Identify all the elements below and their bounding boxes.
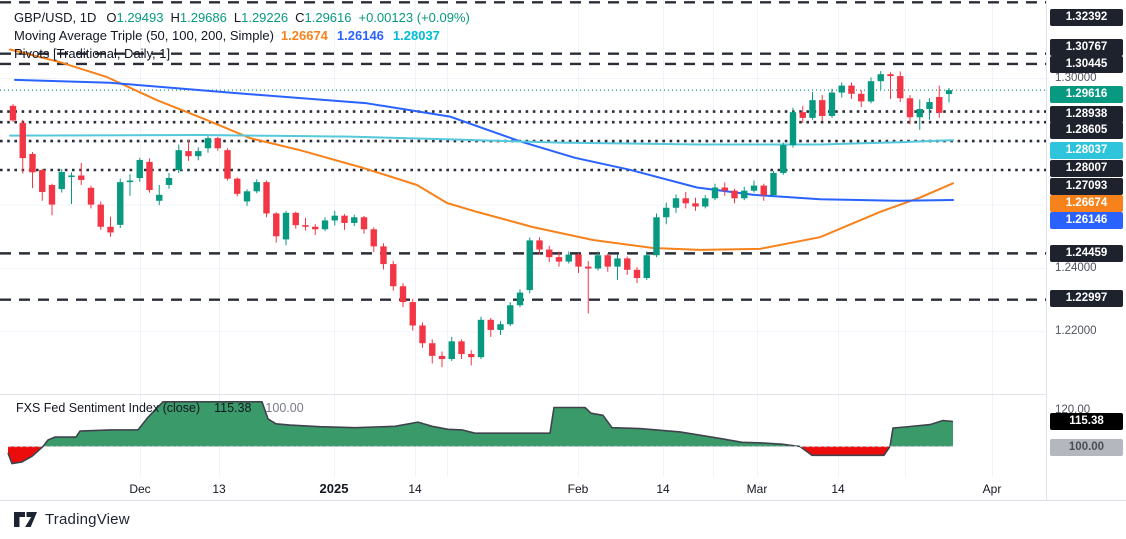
price-badge: 1.26146	[1050, 211, 1123, 229]
price-badge: 1.30767	[1050, 38, 1123, 56]
sentiment-area-series	[7, 400, 954, 465]
price-badge: 1.22997	[1050, 289, 1123, 307]
sentiment-value: 115.38	[214, 401, 252, 415]
time-axis-label: Dec	[129, 482, 151, 496]
ma-line-sma100	[14, 78, 954, 202]
price-badge: 1.28605	[1050, 121, 1123, 139]
tradingview-attribution[interactable]: TradingView	[14, 511, 130, 528]
ma-line-sma200	[9, 134, 954, 146]
ohlc-high: H1.29686	[170, 10, 227, 25]
price-badge: 1.26674	[1050, 194, 1123, 212]
symbol-title: GBP/USD, 1D	[14, 10, 97, 25]
price-badge: 1.28037	[1050, 141, 1123, 159]
sentiment-line	[7, 400, 954, 465]
ohlc-low: L1.29226	[233, 10, 289, 25]
time-axis-label: Mar	[746, 482, 768, 496]
time-axis-label: 13	[212, 482, 226, 496]
ma200-value: 1.28037	[392, 28, 440, 43]
price-badge: 1.24459	[1050, 244, 1123, 262]
price-axis-label: 1.22000	[1055, 325, 1097, 337]
sentiment-legend[interactable]: FXS Fed Sentiment Index (close) 115.38 100…	[16, 401, 304, 415]
price-badge: 1.32392	[1050, 8, 1123, 26]
price-axis-label: 1.30000	[1055, 72, 1097, 84]
ma-line-sma50	[9, 48, 954, 251]
time-axis-label: 14	[408, 482, 422, 496]
sentiment-baseline-value: 100.00	[265, 401, 304, 415]
tradingview-logo-icon	[14, 512, 37, 527]
price-scale[interactable]: 1.32392 1.30767 1.30445 1.30000 1.29616 1.289…	[1046, 0, 1126, 500]
price-badge: 1.29616	[1050, 85, 1123, 103]
sentiment-negative-area	[8, 446, 953, 464]
ma-indicator-title: Moving Average Triple (50, 100, 200, Sim…	[14, 28, 274, 43]
time-axis-label: 14	[656, 482, 670, 496]
price-badge: 1.28938	[1050, 105, 1123, 123]
price-change: +0.00123 (+0.09%)	[358, 10, 470, 25]
price-badge: 100.00	[1050, 438, 1123, 456]
price-chart-canvas[interactable]	[0, 0, 1046, 500]
price-badge: 1.30445	[1050, 55, 1123, 73]
sentiment-indicator-title: FXS Fed Sentiment Index (close)	[16, 401, 201, 415]
pivots-indicator-title: Pivots [Traditional, Daily, 1]	[14, 46, 171, 61]
price-axis-label: 1.24000	[1055, 262, 1097, 274]
legend-ma-row[interactable]: Moving Average Triple (50, 100, 200, Sim…	[14, 27, 477, 45]
ma100-value: 1.26146	[336, 28, 384, 43]
time-axis-label: 2025	[319, 481, 349, 496]
legend-pivots-row[interactable]: Pivots [Traditional, Daily, 1]	[14, 45, 477, 63]
price-badge: 1.28007	[1050, 159, 1123, 177]
sentiment-positive-area	[8, 401, 953, 447]
time-axis-label: 14	[831, 482, 845, 496]
time-axis-label: Apr	[982, 482, 1002, 496]
ohlc-open: O1.29493	[106, 10, 164, 25]
chart-legend: GBP/USD, 1D O1.29493 H1.29686 L1.29226 C1.29…	[14, 9, 477, 63]
time-scale[interactable]: Dec 13 2025 14 Feb 14 Mar 14 Apr	[0, 478, 1126, 501]
ma50-value: 1.26674	[280, 28, 328, 43]
tradingview-brand-text: TradingView	[45, 511, 130, 528]
price-badge: 115.38	[1050, 412, 1123, 430]
ohlc-close: C1.29616	[295, 10, 352, 25]
price-badge: 1.27093	[1050, 177, 1123, 195]
legend-symbol-row[interactable]: GBP/USD, 1D O1.29493 H1.29686 L1.29226 C1.29…	[14, 9, 477, 27]
moving-average-lines	[9, 48, 954, 251]
candlestick-series	[9, 71, 953, 368]
time-axis-label: Feb	[567, 482, 589, 496]
